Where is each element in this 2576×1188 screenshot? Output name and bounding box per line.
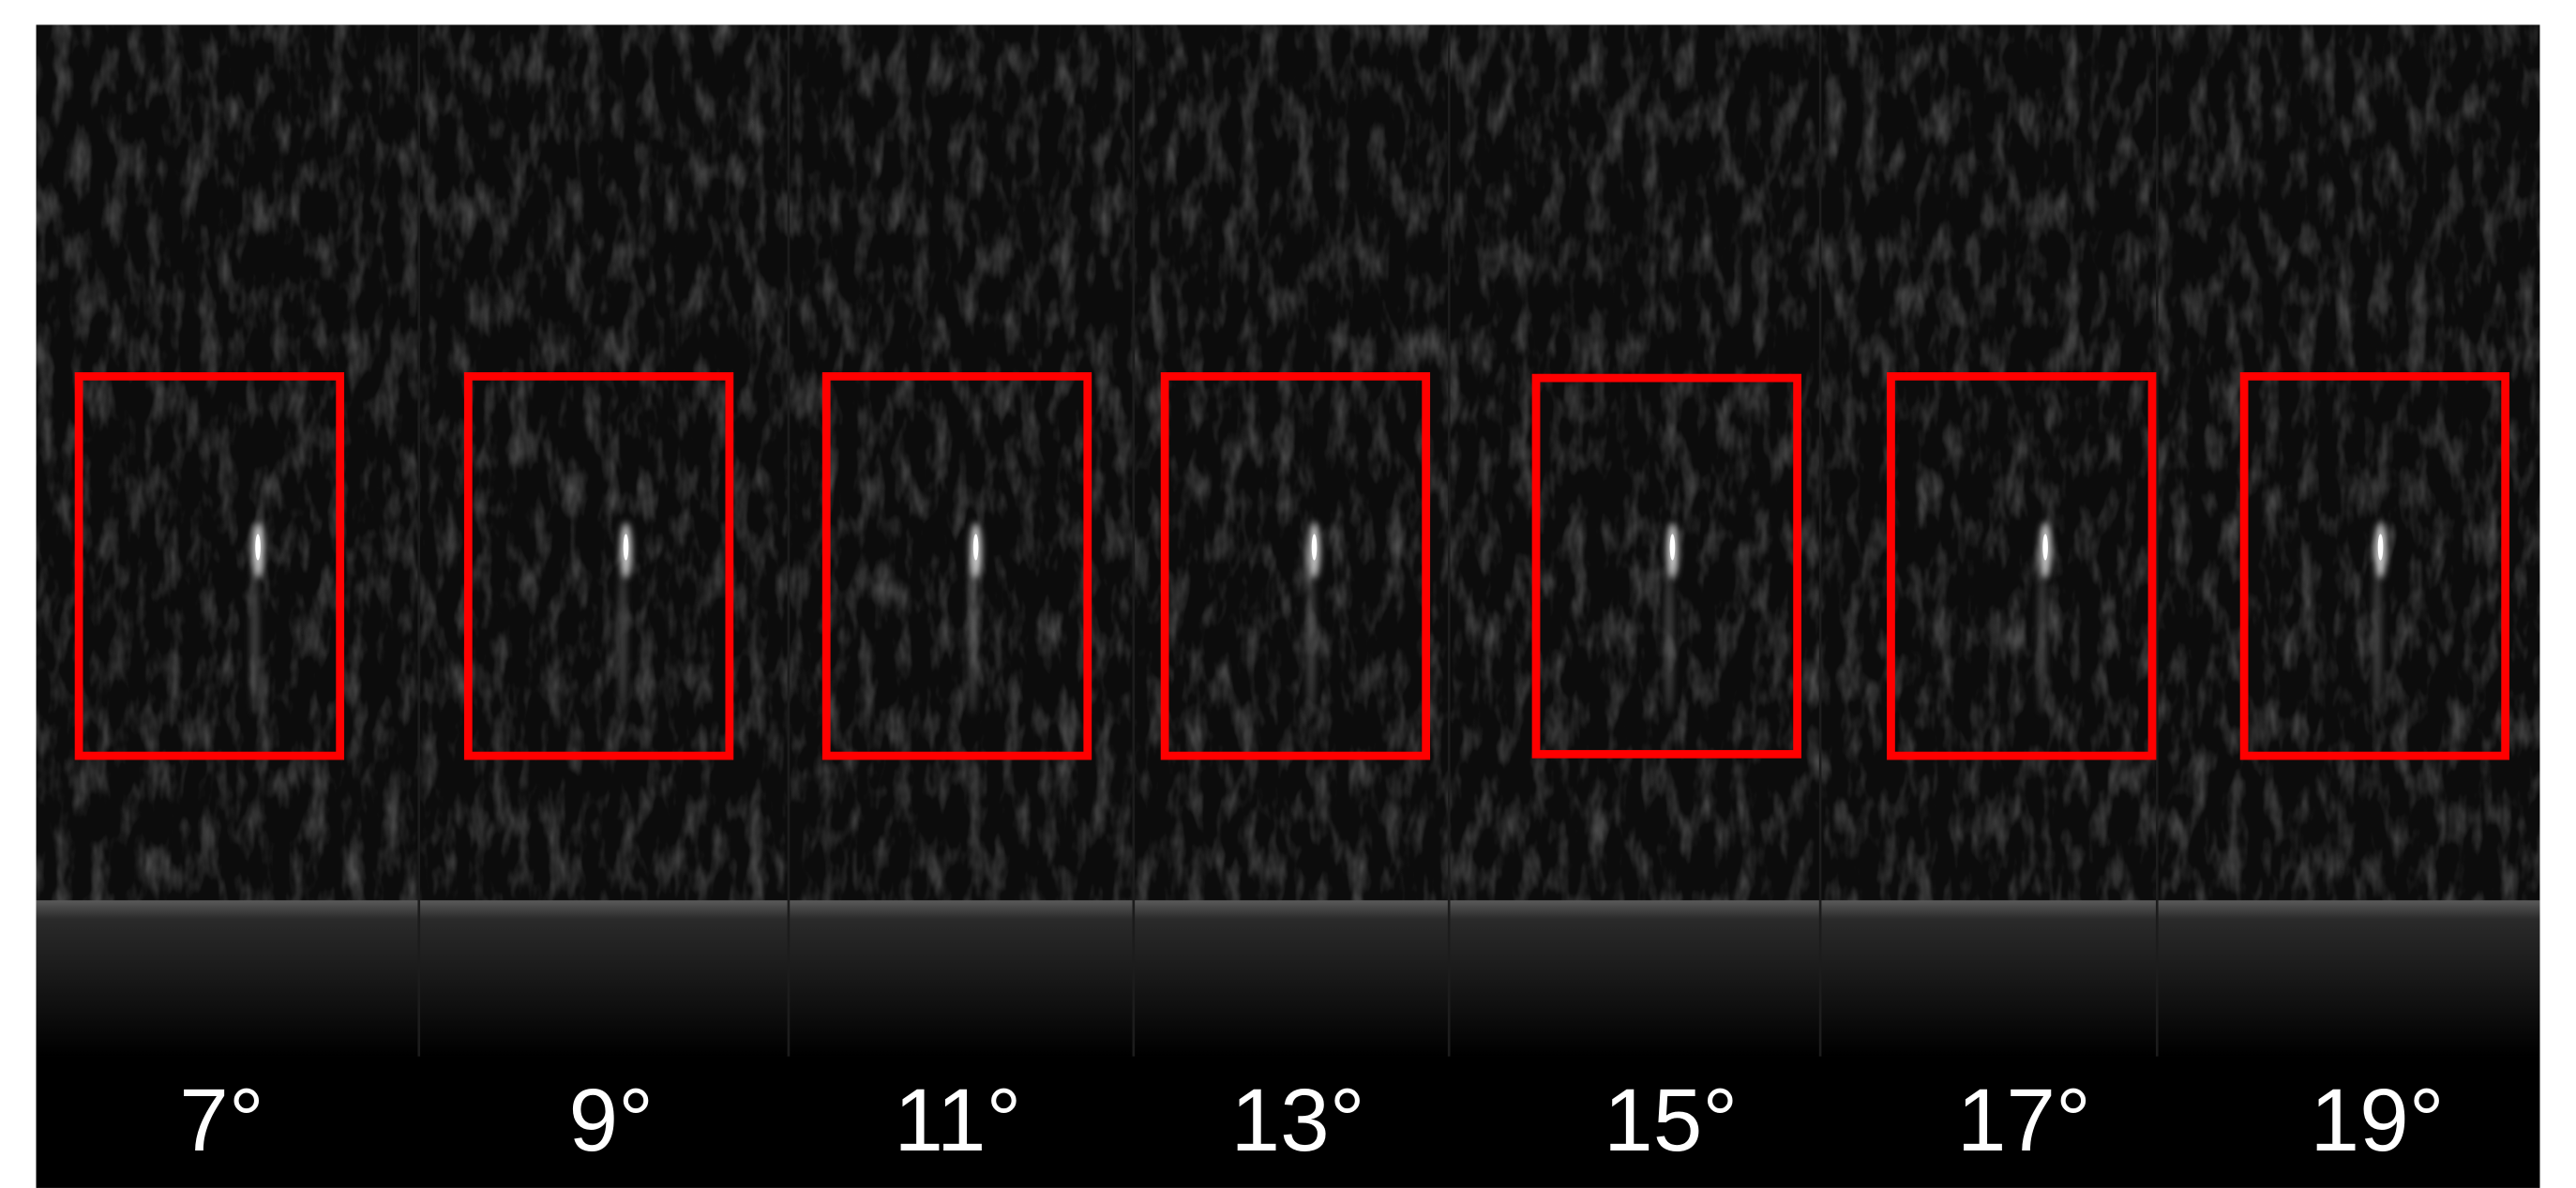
angle-label: 11° — [894, 1071, 1021, 1170]
echo-core — [624, 534, 629, 561]
echo-tail — [250, 567, 259, 715]
echo-tail — [969, 567, 977, 715]
angle-label: 17° — [1957, 1071, 2091, 1170]
echo-core — [1312, 534, 1318, 561]
angle-label: 13° — [1230, 1071, 1364, 1170]
echo-tail — [2038, 567, 2046, 715]
echo-core — [2378, 534, 2384, 561]
angle-label: 9° — [568, 1071, 653, 1170]
ultrasound-figure: 7° 9° 11° 13° 15° 17° 19° — [0, 0, 2576, 1188]
echo-core — [973, 534, 979, 561]
echo-core — [2042, 534, 2048, 561]
floor-echo — [37, 900, 2540, 1056]
angle-label: 19° — [2310, 1071, 2444, 1170]
speckle-texture — [37, 24, 2540, 911]
echo-core — [255, 534, 261, 561]
echo-tail — [619, 567, 627, 715]
echo-tail — [1307, 567, 1316, 715]
echo-tail — [1665, 567, 1674, 715]
page: 7°9°11°13°15°17°19° (() => { const data … — [0, 0, 2576, 1188]
echo-tail — [2373, 567, 2382, 715]
echo-core — [1670, 534, 1676, 561]
angle-label: 7° — [179, 1071, 264, 1170]
angle-label: 15° — [1604, 1071, 1738, 1170]
